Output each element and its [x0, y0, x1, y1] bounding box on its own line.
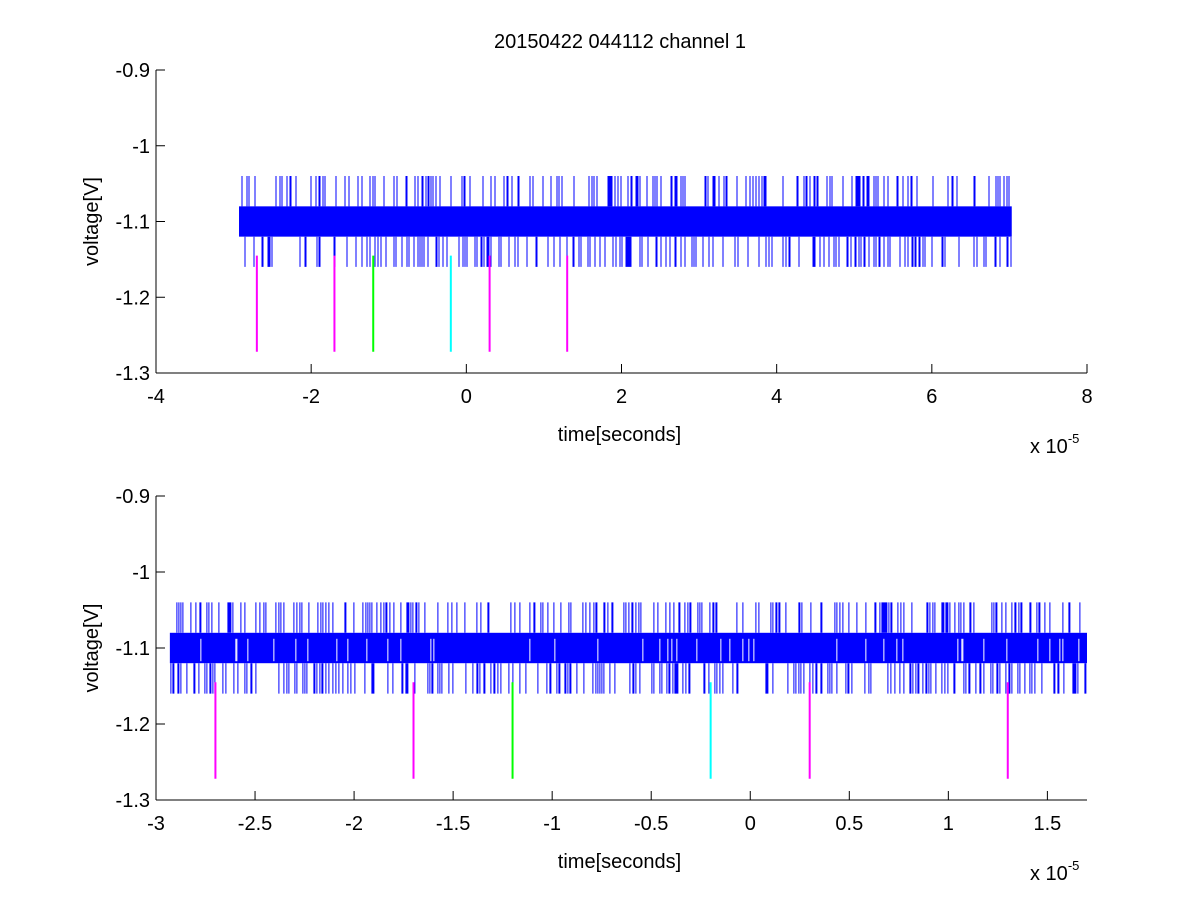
x-tick-label: 1.5 — [1033, 813, 1061, 835]
x-tick-label: -2.5 — [238, 813, 272, 835]
y-tick-label: -1.1 — [116, 638, 150, 660]
x-tick-label: 0.5 — [835, 813, 863, 835]
top-plot: -4 -2 0 2 4 6 8 -0.9 -1 -1.1 -1.2 -1.3 time[seconds… — [81, 60, 1093, 458]
bottom-signal — [169, 602, 1087, 694]
top-markers — [255, 255, 569, 352]
bottom-x-multiplier-exponent: -5 — [1068, 858, 1080, 873]
signal-band — [169, 632, 1087, 664]
y-tick-label: -1 — [132, 136, 150, 158]
x-tick-label: 8 — [1081, 386, 1092, 408]
x-tick-label: -2 — [302, 386, 320, 408]
signal-band — [239, 206, 1012, 237]
y-tick-label: -0.9 — [116, 60, 150, 82]
y-tick-label: -1.2 — [116, 714, 150, 736]
bottom-x-multiplier: x 10-5 — [1030, 858, 1079, 885]
bottom-x-multiplier-base: x 10 — [1030, 863, 1068, 885]
top-signal — [239, 176, 1012, 267]
y-tick-label: -1.2 — [116, 287, 150, 309]
x-tick-label: 6 — [926, 386, 937, 408]
y-tick-label: -1 — [132, 562, 150, 584]
x-tick-label: -3 — [147, 813, 165, 835]
bottom-xlabel: time[seconds] — [558, 851, 681, 873]
x-tick-label: 4 — [771, 386, 782, 408]
y-tick-label: -1.3 — [116, 363, 150, 385]
top-x-multiplier-exponent: -5 — [1068, 431, 1080, 446]
bottom-ylabel: voltage[V] — [81, 604, 103, 693]
signal-spikes — [170, 602, 1087, 694]
bottom-plot: -3 -2.5 -2 -1.5 -1 -0.5 0 0.5 1 1.5 -0.9 -1 -1.1 -1.2… — [81, 486, 1087, 885]
bottom-markers — [214, 682, 1009, 779]
y-tick-label: -1.1 — [116, 212, 150, 234]
x-tick-label: 2 — [616, 386, 627, 408]
x-tick-label: -1.5 — [436, 813, 470, 835]
x-tick-label: -1 — [543, 813, 561, 835]
x-tick-label: 0 — [745, 813, 756, 835]
bottom-axes: -3 -2.5 -2 -1.5 -1 -0.5 0 0.5 1 1.5 -0.9 -1 -1.1 -1.2… — [116, 486, 1087, 835]
x-tick-label: -0.5 — [634, 813, 668, 835]
signal-spikes — [241, 176, 1012, 267]
figure-title: 20150422 044112 channel 1 — [494, 31, 746, 53]
top-xlabel: time[seconds] — [558, 424, 681, 446]
y-tick-label: -1.3 — [116, 790, 150, 812]
x-tick-label: -2 — [345, 813, 363, 835]
x-tick-label: -4 — [147, 386, 165, 408]
top-axes: -4 -2 0 2 4 6 8 -0.9 -1 -1.1 -1.2 -1.3 — [116, 60, 1093, 408]
y-tick-label: -0.9 — [116, 486, 150, 508]
top-ylabel: voltage[V] — [81, 177, 103, 266]
x-tick-label: 1 — [943, 813, 954, 835]
top-x-multiplier: x 10-5 — [1030, 431, 1079, 458]
top-x-multiplier-base: x 10 — [1030, 436, 1068, 458]
x-tick-label: 0 — [461, 386, 472, 408]
